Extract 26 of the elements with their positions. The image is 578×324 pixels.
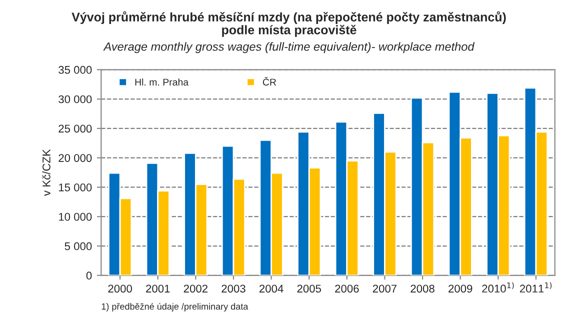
y-tick-label: 0: [86, 272, 92, 280]
chart-title: Vývoj průměrné hrubé měsíční mzdy (na přepočtené počty zaměstnanců) podle místa pracoviště: [72, 11, 506, 37]
legend-label: ČR: [262, 77, 276, 86]
text: 1) předběžné údaje /preliminary data: [102, 302, 248, 312]
x-tick-label: 2002: [184, 284, 208, 293]
x-tick-label: 2004: [260, 284, 284, 293]
x-tick-label: 2005: [297, 284, 322, 293]
x-tick-label: 2006: [335, 284, 359, 293]
x-tick-label: 2001: [146, 284, 170, 293]
x-tick-label: 2008: [410, 284, 434, 293]
x-tick-label: 2003: [222, 284, 246, 293]
y-axis-title: v Kč/CZK: [42, 149, 50, 196]
y-tick-label: 20 000: [58, 154, 92, 162]
x-tick-label: 2010$^{1)}$: [482, 282, 514, 293]
x-tick-label: 2011$^{1)}$: [520, 282, 552, 293]
legend-label: Hl. m. Praha: [135, 78, 189, 86]
x-tick-label: 2000: [108, 284, 132, 293]
y-tick-label: 25 000: [58, 124, 92, 133]
x-tick-label: 2007: [372, 284, 397, 293]
y-tick-label: 5 000: [64, 242, 92, 250]
x-tick-label: 2009: [448, 284, 472, 293]
chart-subtitle: Average monthly gross wages (full-time equivalent)- workplace method: [103, 42, 475, 54]
y-tick-label: 10 000: [58, 212, 92, 221]
y-tick-label: 15 000: [58, 183, 92, 192]
y-tick-label: 30 000: [58, 95, 92, 104]
y-tick-label: 35 000: [58, 66, 92, 74]
